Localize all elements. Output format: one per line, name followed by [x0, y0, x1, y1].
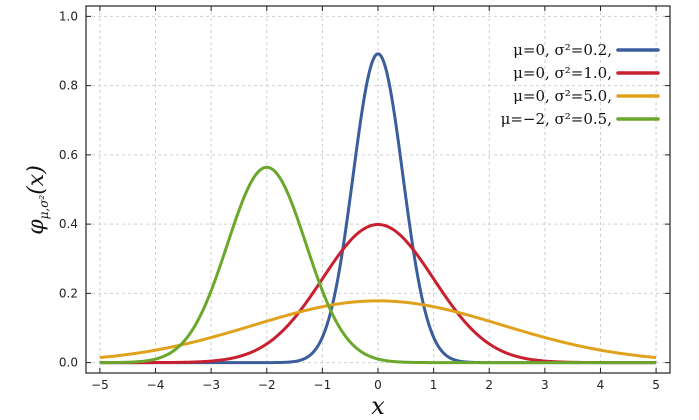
y-axis-label: φμ,σ²(x) — [24, 165, 51, 235]
x-tick-label: −3 — [202, 378, 220, 392]
x-tick-label: −1 — [314, 378, 332, 392]
x-tick-label: 3 — [541, 378, 549, 392]
legend-label-3: μ=−2, σ²=0.5, — [501, 110, 612, 128]
x-tick-label: 4 — [597, 378, 605, 392]
legend-label-1: μ=0, σ²=1.0, — [513, 64, 612, 82]
grid — [86, 6, 670, 373]
ticks: −5 −4 −3 −2 −1 0 1 2 3 4 5 0.0 0.2 0.4 0.6 0.8 1.0 — [59, 6, 670, 392]
x-tick-label: 5 — [652, 378, 660, 392]
x-axis-label: x — [371, 392, 385, 416]
x-tick-label: −5 — [91, 378, 109, 392]
x-tick-label: −2 — [258, 378, 276, 392]
x-tick-label: −4 — [147, 378, 165, 392]
y-tick-label: 0.8 — [59, 79, 78, 93]
x-tick-label: 0 — [374, 378, 382, 392]
y-tick-label: 0.0 — [59, 356, 78, 370]
y-tick-label: 0.2 — [59, 286, 78, 300]
series-lines — [99, 52, 657, 365]
y-tick-label: 0.4 — [59, 217, 78, 231]
legend-label-0: μ=0, σ²=0.2, — [513, 41, 612, 59]
y-tick-label: 0.6 — [59, 148, 78, 162]
series-line-3 — [99, 165, 657, 365]
legend: μ=0, σ²=0.2, μ=0, σ²=1.0, μ=0, σ²=5.0, μ=−2… — [501, 41, 660, 128]
x-tick-label: 2 — [485, 378, 493, 392]
legend-label-2: μ=0, σ²=5.0, — [513, 87, 612, 105]
series-line-2 — [99, 299, 657, 360]
x-tick-label: 1 — [430, 378, 438, 392]
y-tick-label: 1.0 — [59, 9, 78, 23]
